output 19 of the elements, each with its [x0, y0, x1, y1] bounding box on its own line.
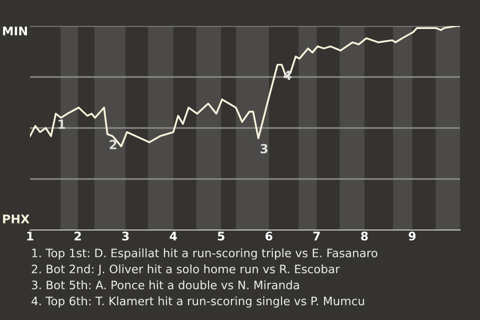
x-tick-label: 3: [122, 232, 129, 241]
text: 1. Top 1st: D. Espaillat hit a run-scoring triple vs E. Fasanaro: [32, 248, 378, 260]
text: MIN: [3, 26, 27, 36]
text: PHX: [3, 214, 30, 224]
x-tick-label: 7: [313, 232, 320, 240]
annotation: 3: [260, 144, 268, 154]
x-tick-label: 1: [27, 232, 34, 240]
x-tick-label: 4: [170, 232, 177, 240]
x-tick-label: 8: [361, 232, 368, 241]
annotation: 4: [284, 70, 292, 80]
annotation: 2: [110, 140, 116, 150]
annotation: 1: [58, 120, 66, 129]
x-tick-label: 6: [266, 232, 272, 241]
text: 3. Bot 5th: A. Ponce hit a double vs N. Miranda: [32, 280, 299, 290]
text: 4. Top 6th: T. Klamert hit a run-scoring single vs P. Mumcu: [32, 296, 364, 308]
x-tick-label: 9: [408, 232, 416, 241]
text: 2. Bot 2nd: J. Oliver hit a solo home run vs R. Escobar: [32, 264, 340, 276]
x-tick-label: 2: [74, 232, 81, 240]
x-tick-label: 5: [218, 232, 224, 241]
